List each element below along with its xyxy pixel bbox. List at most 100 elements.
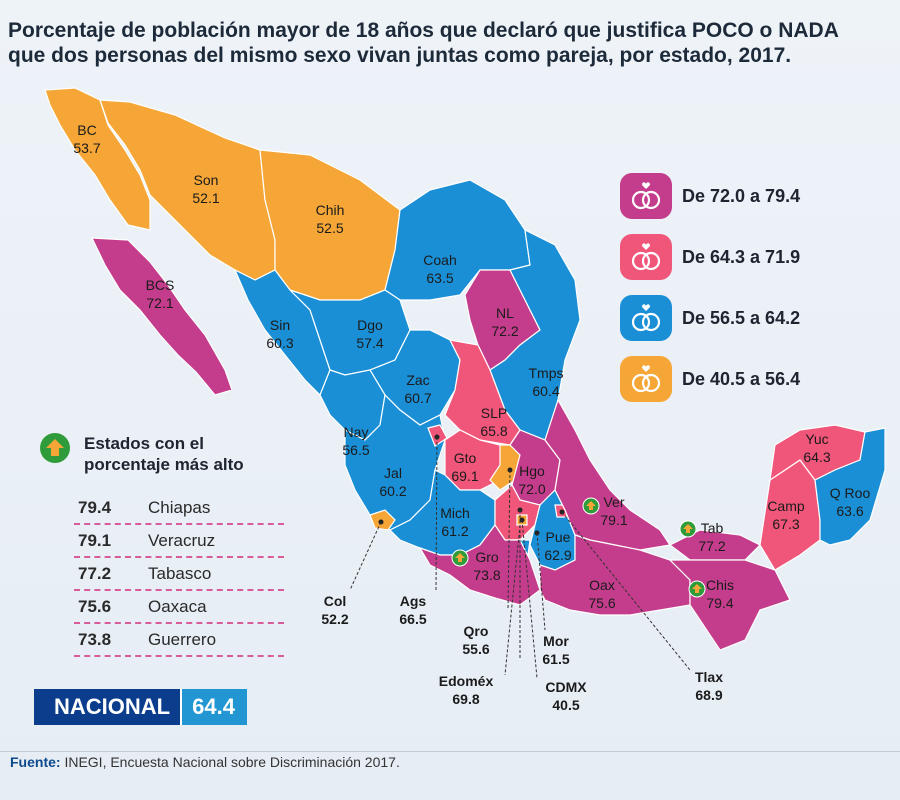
state-value: 62.9 [544, 547, 571, 563]
state-abbr: Tlax [695, 669, 723, 685]
state-label-camp: Camp 67.3 [767, 498, 805, 532]
state-abbr: Mich [440, 505, 470, 521]
state-abbr: Hgo [519, 463, 545, 479]
state-value: 61.2 [441, 523, 468, 539]
list-item: 77.2 Tabasco [74, 558, 284, 591]
state-value: 64.3 [803, 449, 830, 465]
top-state-value: 73.8 [78, 629, 112, 649]
state-abbr: Son [194, 172, 219, 188]
top-state-value: 79.1 [78, 530, 112, 550]
state-abbr: BCS [146, 277, 175, 293]
source-label: Fuente: [10, 754, 61, 770]
up-arrow-icon [688, 580, 706, 598]
state-abbr: Ags [400, 593, 427, 609]
state-abbr: Q Roo [830, 485, 871, 501]
state-label-edomex: Edoméx 69.8 [439, 673, 494, 707]
state-value: 67.3 [772, 516, 799, 532]
state-abbr: NL [496, 305, 514, 321]
source-text: INEGI, Encuesta Nacional sobre Discrimin… [60, 754, 400, 770]
state-label-tlax: Tlax 68.9 [695, 669, 723, 703]
state-label-nl: NL 72.2 [491, 305, 518, 339]
state-label-sin: Sin 60.3 [266, 317, 293, 351]
state-abbr: Chis [706, 577, 734, 593]
state-label-tab: Tab 77.2 [698, 520, 725, 554]
state-abbr: Qro [464, 623, 489, 639]
legend-item-range-3: De 56.5 a 64.2 [620, 294, 800, 342]
legend-item-range-2: De 64.3 a 71.9 [620, 233, 800, 281]
state-label-gto: Gto 69.1 [451, 450, 478, 484]
map-title: Porcentaje de población mayor de 18 años… [8, 18, 900, 68]
state-abbr: Tab [701, 520, 724, 536]
title-line-2: que dos personas del mismo sexo vivan ju… [8, 44, 792, 67]
state-abbr: Nay [344, 424, 369, 440]
up-arrow-icon [451, 549, 469, 567]
state-abbr: Coah [423, 252, 456, 268]
state-label-bc: BC 53.7 [73, 122, 100, 156]
state-label-slp: SLP 65.8 [480, 405, 507, 439]
state-value: 52.5 [316, 220, 343, 236]
state-label-coah: Coah 63.5 [423, 252, 456, 286]
nacional-badge: NACIONAL 64.4 [34, 689, 247, 725]
state-label-nay: Nay 56.5 [342, 424, 369, 458]
state-value: 65.8 [480, 423, 507, 439]
legend-label: De 40.5 a 56.4 [682, 368, 801, 389]
state-value: 63.5 [426, 270, 453, 286]
state-value: 77.2 [698, 538, 725, 554]
state-label-chih: Chih 52.5 [316, 202, 345, 236]
state-region-ver[interactable] [544, 398, 672, 551]
state-value: 63.6 [836, 503, 863, 519]
state-label-gro: Gro 73.8 [473, 549, 500, 583]
state-abbr: Camp [767, 498, 805, 514]
state-label-qro: Qro 55.6 [462, 623, 489, 657]
state-label-zac: Zac 60.7 [404, 372, 431, 406]
state-value: 72.2 [491, 323, 518, 339]
state-value: 72.1 [146, 295, 173, 311]
state-abbr: Gto [454, 450, 477, 466]
nacional-value: 64.4 [180, 689, 247, 725]
state-label-tmps: Tmps 60.4 [529, 365, 564, 399]
state-label-ver: Ver 79.1 [600, 494, 627, 528]
state-abbr: SLP [481, 405, 507, 421]
state-value: 60.4 [532, 383, 559, 399]
state-value: 79.1 [600, 512, 627, 528]
state-label-pue: Pue 62.9 [544, 529, 571, 563]
legend-label: De 56.5 a 64.2 [682, 307, 801, 328]
state-value: 55.6 [462, 641, 489, 657]
top-state-name: Veracruz [148, 530, 216, 550]
state-value: 72.0 [518, 481, 545, 497]
state-label-hgo: Hgo 72.0 [518, 463, 545, 497]
state-value: 40.5 [552, 697, 579, 713]
state-value: 60.2 [379, 483, 406, 499]
state-abbr: Gro [475, 549, 499, 565]
top-state-name: Chiapas [148, 497, 211, 517]
wedding-rings-icon [620, 173, 672, 219]
top-state-value: 79.4 [78, 497, 112, 517]
top-state-name: Oaxaca [148, 596, 207, 616]
list-item: 79.1 Veracruz [74, 525, 284, 558]
top-state-value: 75.6 [78, 596, 112, 616]
state-abbr: Edoméx [439, 673, 494, 689]
state-value: 69.1 [451, 468, 478, 484]
list-item: 75.6 Oaxaca [74, 591, 284, 624]
legend-label: De 72.0 a 79.4 [682, 185, 801, 206]
state-region-gro[interactable] [418, 523, 541, 606]
state-region-jal[interactable] [344, 393, 446, 531]
up-arrow-icon [679, 520, 697, 538]
wedding-rings-icon [620, 356, 672, 402]
state-abbr: Yuc [805, 431, 828, 447]
top-state-name: Tabasco [148, 563, 212, 583]
state-label-bcs: BCS 72.1 [146, 277, 175, 311]
state-value: 57.4 [356, 335, 383, 351]
wedding-rings-icon [620, 295, 672, 341]
top-states-heading-line-1: Estados con el [84, 434, 204, 453]
top-state-value: 77.2 [78, 563, 112, 583]
state-value: 69.8 [452, 691, 479, 707]
state-value: 66.5 [399, 611, 426, 627]
state-value: 73.8 [473, 567, 500, 583]
state-region-bcs[interactable] [91, 237, 233, 396]
state-region-slp[interactable] [444, 339, 521, 446]
state-abbr: Jal [384, 465, 402, 481]
state-region-qroo[interactable] [814, 427, 886, 546]
